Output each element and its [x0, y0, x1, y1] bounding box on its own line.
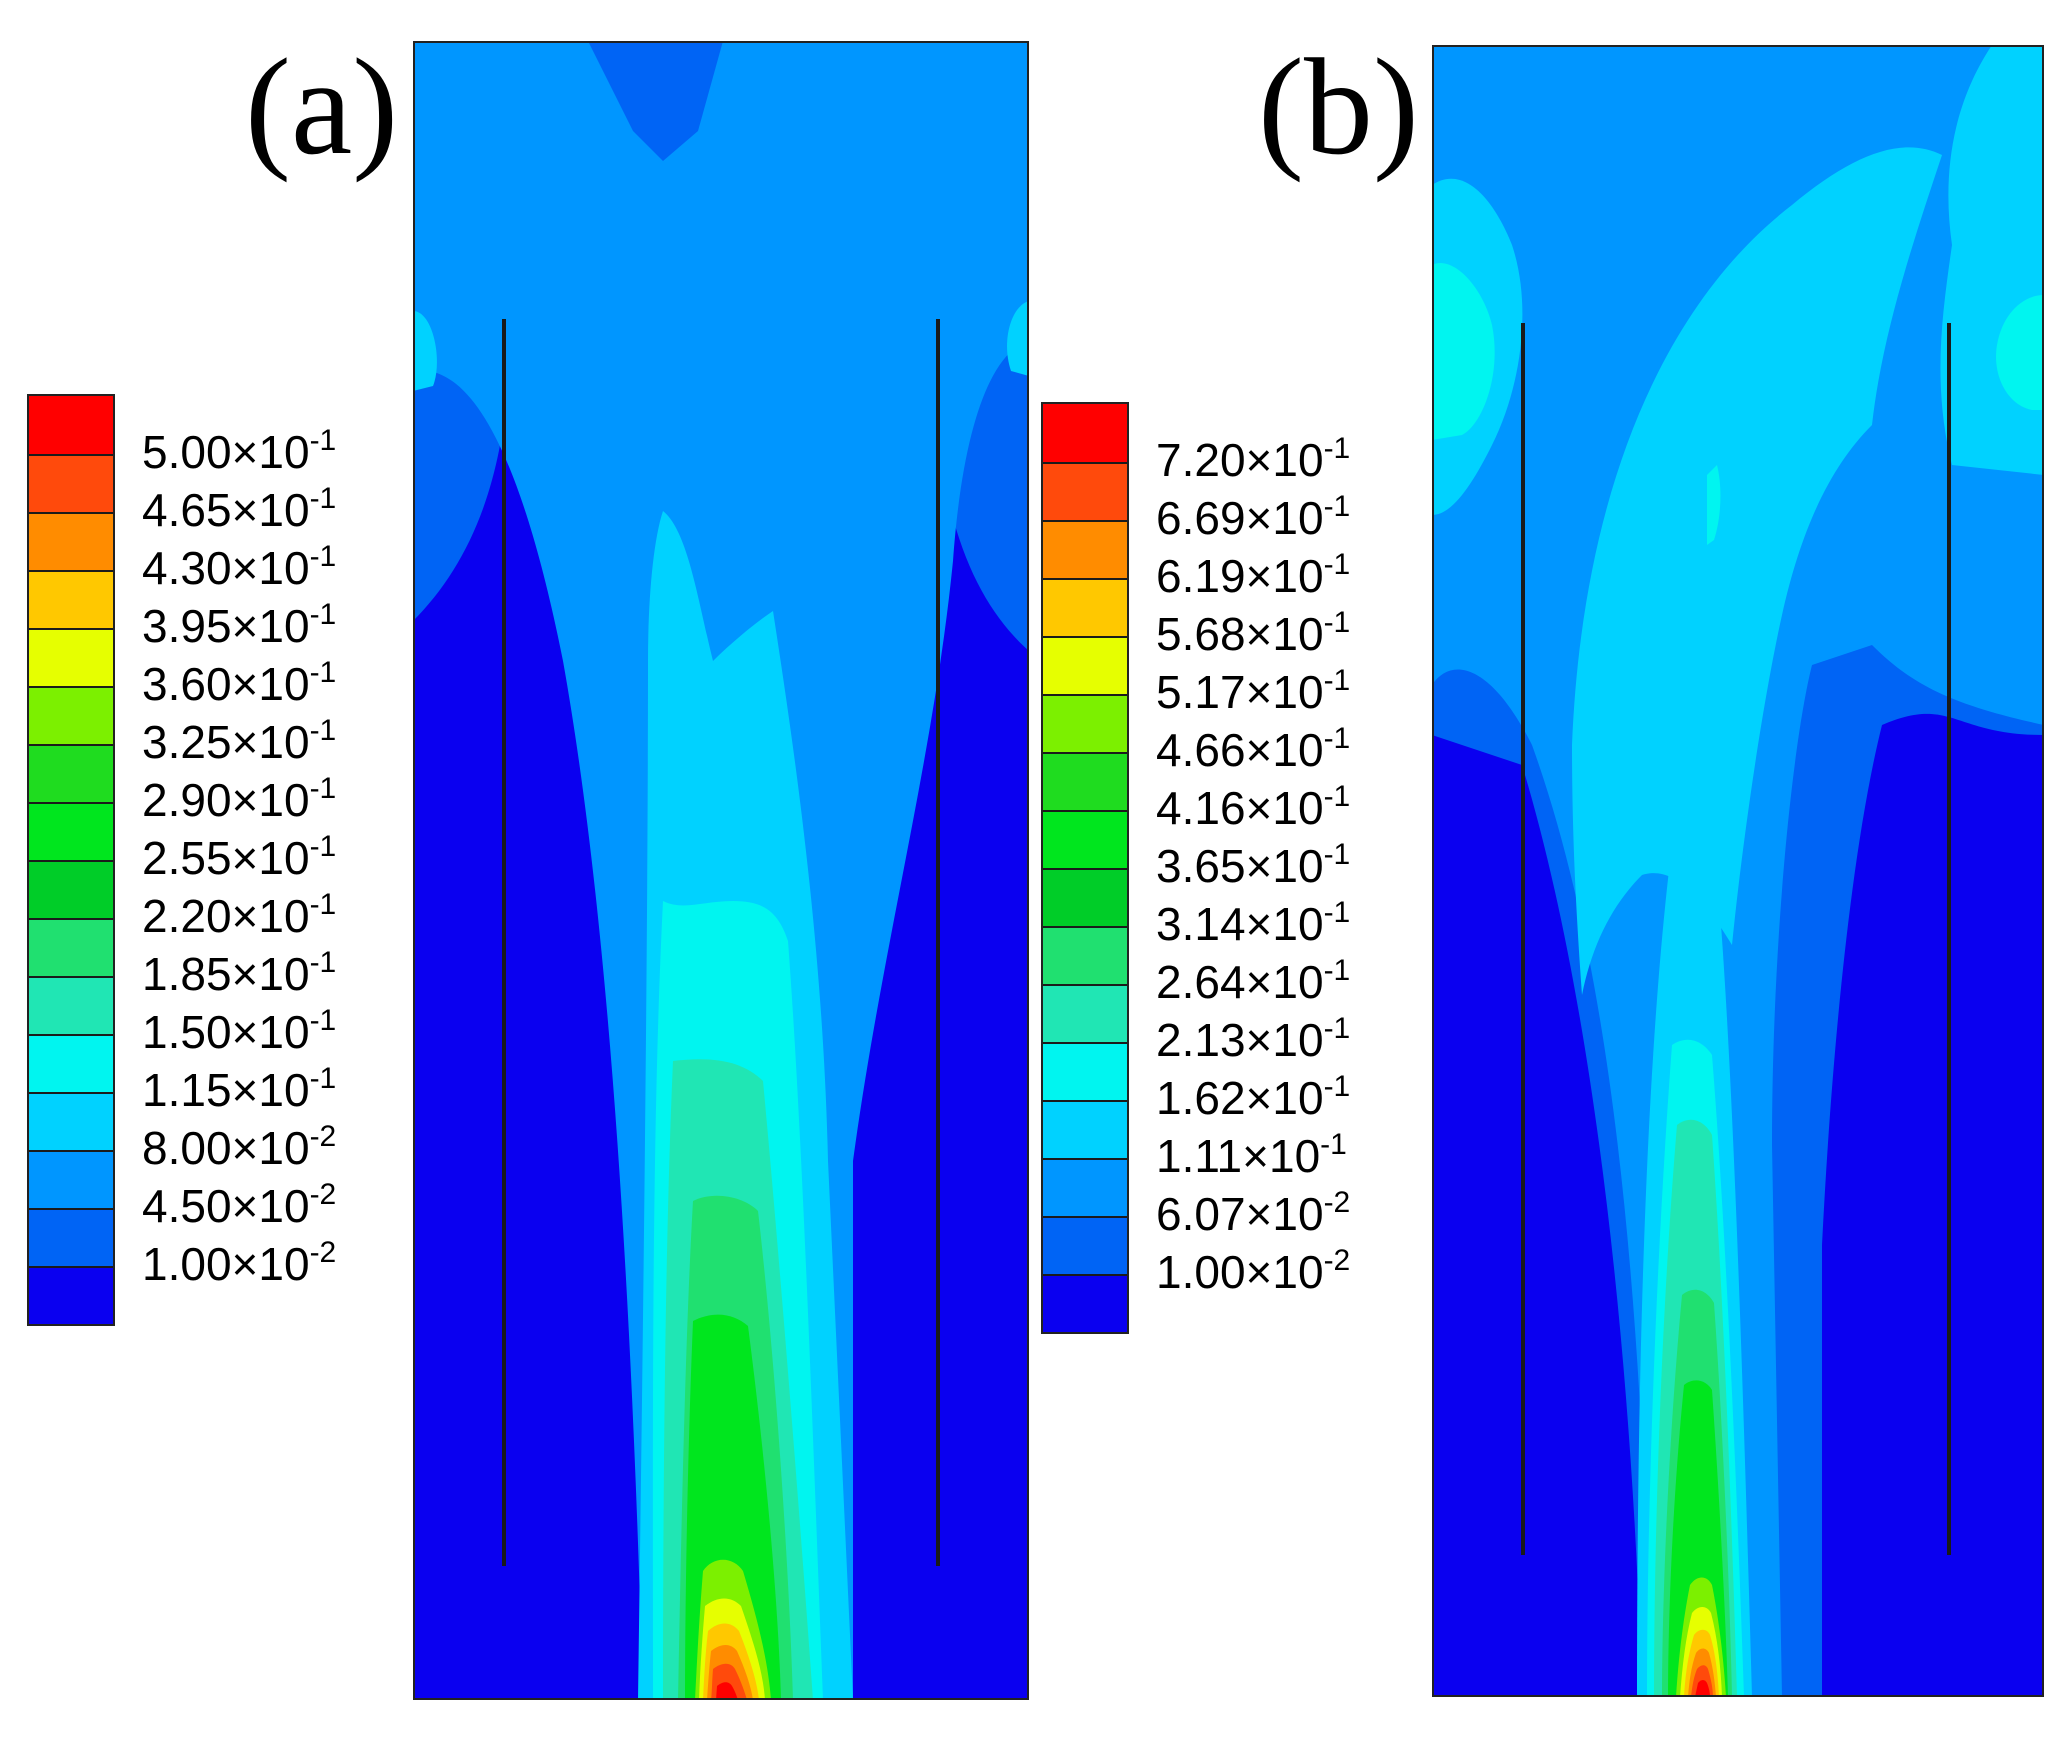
legend-level-label-b: 1.00×10-2: [1156, 1244, 1351, 1298]
legend-swatch-a: [29, 396, 113, 454]
legend-swatch-a: [29, 1208, 113, 1266]
legend-level-label-a: 1.50×10-1: [142, 1004, 337, 1058]
legend-swatch-a: [29, 454, 113, 512]
contour-plot-b: [1432, 45, 2044, 1697]
legend-level-label-a: 8.00×10-2: [142, 1120, 337, 1174]
field-corner-right-a: [1007, 301, 1029, 376]
legend-swatch-b: [1043, 578, 1127, 636]
legend-level-label-a: 2.20×10-1: [142, 888, 337, 942]
legend-level-label-a: 3.95×10-1: [142, 598, 337, 652]
legend-level-label-a: 1.15×10-1: [142, 1062, 337, 1116]
legend-level-label-b: 2.64×10-1: [1156, 954, 1351, 1008]
legend-level-label-b: 6.19×10-1: [1156, 548, 1351, 602]
legend-swatch-b: [1043, 1274, 1127, 1332]
legend-level-label-a: 3.25×10-1: [142, 714, 337, 768]
legend-swatch-b: [1043, 926, 1127, 984]
plot-border-b: [1432, 45, 2044, 1697]
legend-swatch-a: [29, 918, 113, 976]
legend-level-label-b: 3.65×10-1: [1156, 838, 1351, 892]
legend-swatch-b: [1043, 404, 1127, 462]
legend-level-label-a: 3.60×10-1: [142, 656, 337, 710]
legend-level-label-b: 4.66×10-1: [1156, 722, 1351, 776]
legend-swatch-a: [29, 976, 113, 1034]
field-corner-left-a: [413, 311, 437, 391]
field-top-dip-a: [588, 41, 723, 161]
legend-swatch-a: [29, 570, 113, 628]
legend-swatch-a: [29, 1034, 113, 1092]
field-band-12-b: [1695, 1680, 1710, 1697]
legend-level-label-b: 1.11×10-1: [1156, 1128, 1347, 1182]
panel-label-b: (b): [1258, 30, 1419, 183]
legend-level-label-a: 1.00×10-2: [142, 1236, 337, 1290]
legend-swatch-b: [1043, 520, 1127, 578]
legend-swatch-b: [1043, 694, 1127, 752]
field-left-core-b: [1432, 263, 1495, 440]
legend-swatch-a: [29, 1266, 113, 1324]
legend-swatch-a: [29, 802, 113, 860]
color-bar-a: [27, 394, 115, 1326]
legend-swatch-b: [1043, 810, 1127, 868]
legend-swatch-b: [1043, 752, 1127, 810]
legend-level-label-b: 7.20×10-1: [1156, 432, 1351, 486]
legend-level-label-b: 3.14×10-1: [1156, 896, 1351, 950]
legend-level-label-b: 5.17×10-1: [1156, 664, 1351, 718]
legend-level-label-b: 2.13×10-1: [1156, 1012, 1351, 1066]
legend-swatch-a: [29, 686, 113, 744]
field-right-core-b: [1996, 295, 2044, 410]
legend-level-label-a: 1.85×10-1: [142, 946, 337, 1000]
legend-swatch-a: [29, 628, 113, 686]
legend-swatch-a: [29, 1150, 113, 1208]
legend-level-label-a: 4.50×10-2: [142, 1178, 337, 1232]
legend-swatch-b: [1043, 1042, 1127, 1100]
plot-border-a: [413, 41, 1029, 1700]
legend-swatch-a: [29, 744, 113, 802]
legend-level-label-b: 1.62×10-1: [1156, 1070, 1351, 1124]
field-plume-b: [1572, 147, 1942, 995]
legend-level-label-a: 2.90×10-1: [142, 772, 337, 826]
field-band-12-a: [716, 1682, 738, 1700]
legend-level-label-b: 4.16×10-1: [1156, 780, 1351, 834]
legend-level-label-a: 5.00×10-1: [142, 424, 337, 478]
panel-label-a: (a): [245, 30, 399, 183]
legend-level-label-b: 5.68×10-1: [1156, 606, 1351, 660]
legend-swatch-b: [1043, 1216, 1127, 1274]
legend-level-label-b: 6.07×10-2: [1156, 1186, 1351, 1240]
legend-swatch-b: [1043, 636, 1127, 694]
contour-plot-a: [413, 41, 1029, 1700]
legend-level-label-a: 4.30×10-1: [142, 540, 337, 594]
legend-swatch-a: [29, 1092, 113, 1150]
legend-swatch-b: [1043, 984, 1127, 1042]
legend-swatch-a: [29, 512, 113, 570]
legend-swatch-b: [1043, 1100, 1127, 1158]
color-bar-b: [1041, 402, 1129, 1334]
legend-level-label-a: 4.65×10-1: [142, 482, 337, 536]
legend-swatch-b: [1043, 868, 1127, 926]
field-plume-core-b: [1707, 465, 1721, 545]
legend-level-label-b: 6.69×10-1: [1156, 490, 1351, 544]
legend-level-label-a: 2.55×10-1: [142, 830, 337, 884]
legend-swatch-b: [1043, 462, 1127, 520]
legend-swatch-b: [1043, 1158, 1127, 1216]
legend-swatch-a: [29, 860, 113, 918]
